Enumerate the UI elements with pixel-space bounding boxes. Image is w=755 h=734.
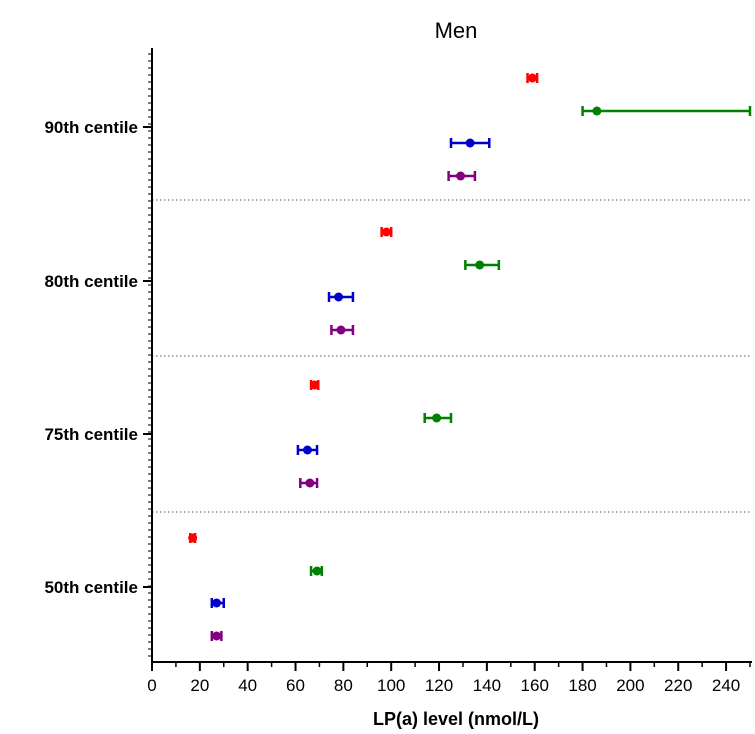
data-point (475, 260, 485, 270)
data-point (212, 598, 222, 608)
x-axis-label: LP(a) level (nmol/L) (373, 709, 539, 729)
data-point (381, 227, 391, 237)
data-point (456, 171, 466, 181)
y-tick-label: 80th centile (44, 272, 138, 291)
data-point (527, 73, 537, 83)
x-tick-label: 180 (568, 676, 596, 695)
data-point (310, 380, 320, 390)
y-tick-label: 90th centile (44, 118, 138, 137)
x-tick-label: 80 (334, 676, 353, 695)
y-tick-label: 75th centile (44, 425, 138, 444)
data-point (465, 138, 475, 148)
data-point (592, 106, 602, 116)
x-tick-label: 20 (190, 676, 209, 695)
x-tick-label: 220 (664, 676, 692, 695)
y-tick-label: 50th centile (44, 578, 138, 597)
data-point (312, 566, 322, 576)
data-point (212, 631, 222, 641)
plot-area: 90th centile 80th centile 75th centile 50th… (44, 48, 752, 695)
x-tick-label: 160 (521, 676, 549, 695)
x-tick-label: 200 (616, 676, 644, 695)
x-tick-label: 100 (377, 676, 405, 695)
data-point (334, 292, 344, 302)
x-tick-label: 60 (286, 676, 305, 695)
x-tick-label: 120 (425, 676, 453, 695)
x-tick-label: 40 (238, 676, 257, 695)
x-tick-label: 140 (473, 676, 501, 695)
data-point (432, 413, 442, 423)
x-tick-label: 240 (712, 676, 740, 695)
data-point (302, 445, 312, 455)
x-tick-label: 0 (147, 676, 156, 695)
chart-title: Men (435, 18, 478, 43)
data-point (336, 325, 346, 335)
data-point (305, 478, 315, 488)
data-point (188, 533, 198, 543)
